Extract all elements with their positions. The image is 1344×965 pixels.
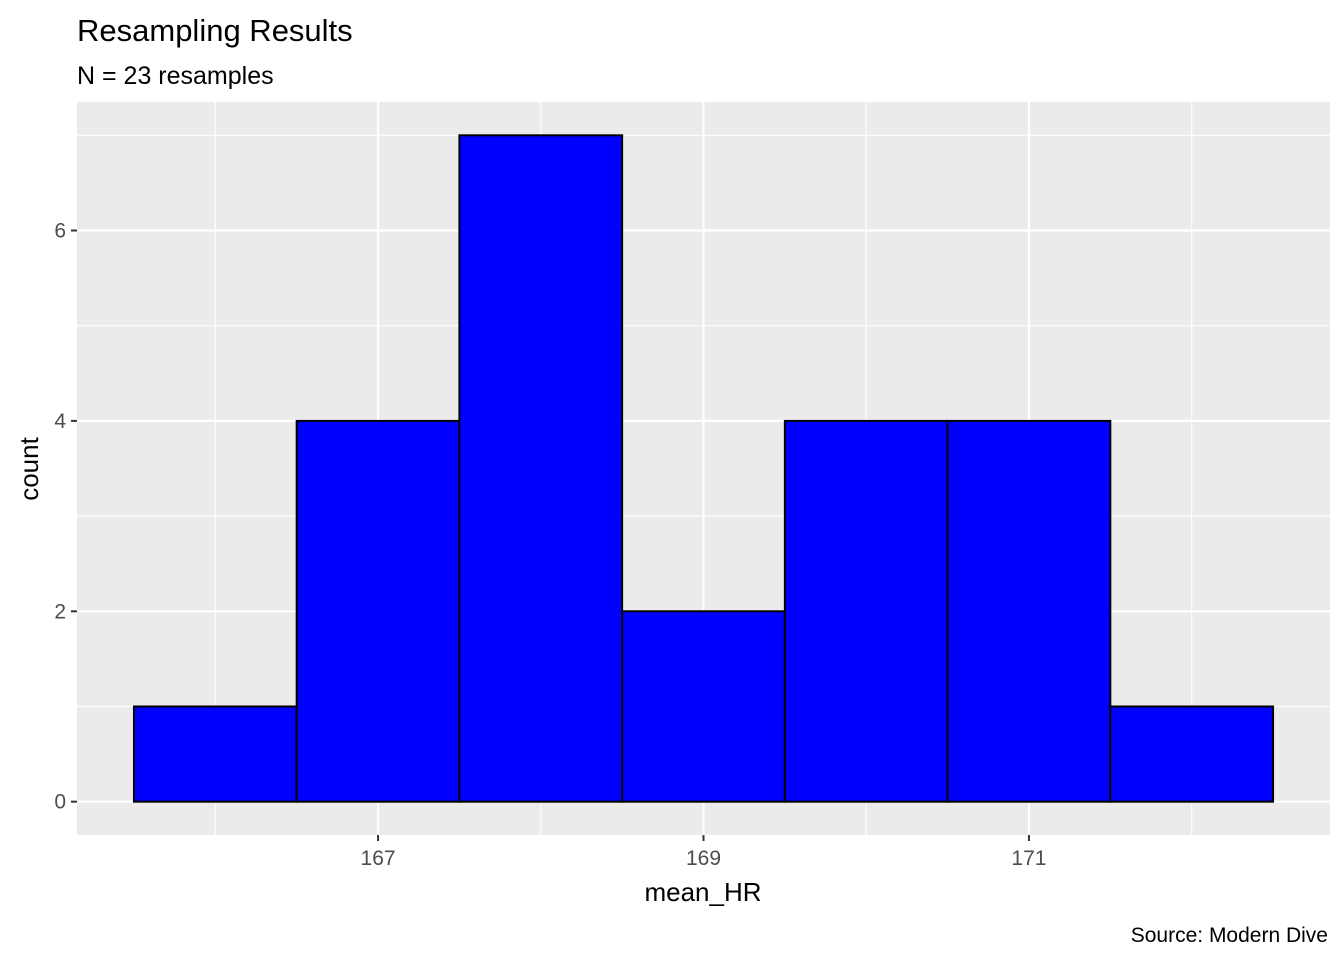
x-tick-label: 171 xyxy=(1011,847,1046,870)
chart-subtitle: N = 23 resamples xyxy=(77,62,274,90)
y-axis: 0 2 4 6 xyxy=(54,220,77,814)
y-tick-label: 2 xyxy=(54,600,66,623)
y-axis-label: count xyxy=(14,436,44,500)
x-axis-label: mean_HR xyxy=(644,877,761,907)
x-tick-label: 167 xyxy=(361,847,396,870)
histogram-bar xyxy=(621,610,786,803)
bars xyxy=(132,134,1275,803)
y-tick-label: 0 xyxy=(54,791,66,814)
histogram-bar xyxy=(946,419,1112,803)
chart-title: Resampling Results xyxy=(77,13,353,48)
y-tick-label: 6 xyxy=(54,220,66,243)
histogram-bar xyxy=(1109,705,1275,803)
histogram-bar xyxy=(132,705,298,803)
histogram-bar xyxy=(783,419,949,803)
chart-caption: Source: Modern Dive xyxy=(1131,924,1328,947)
x-axis: 167 169 171 xyxy=(361,835,1046,870)
histogram-bar xyxy=(458,134,624,803)
y-tick-label: 4 xyxy=(54,410,66,433)
x-tick-label: 169 xyxy=(686,847,721,870)
histogram-bar xyxy=(295,419,461,803)
